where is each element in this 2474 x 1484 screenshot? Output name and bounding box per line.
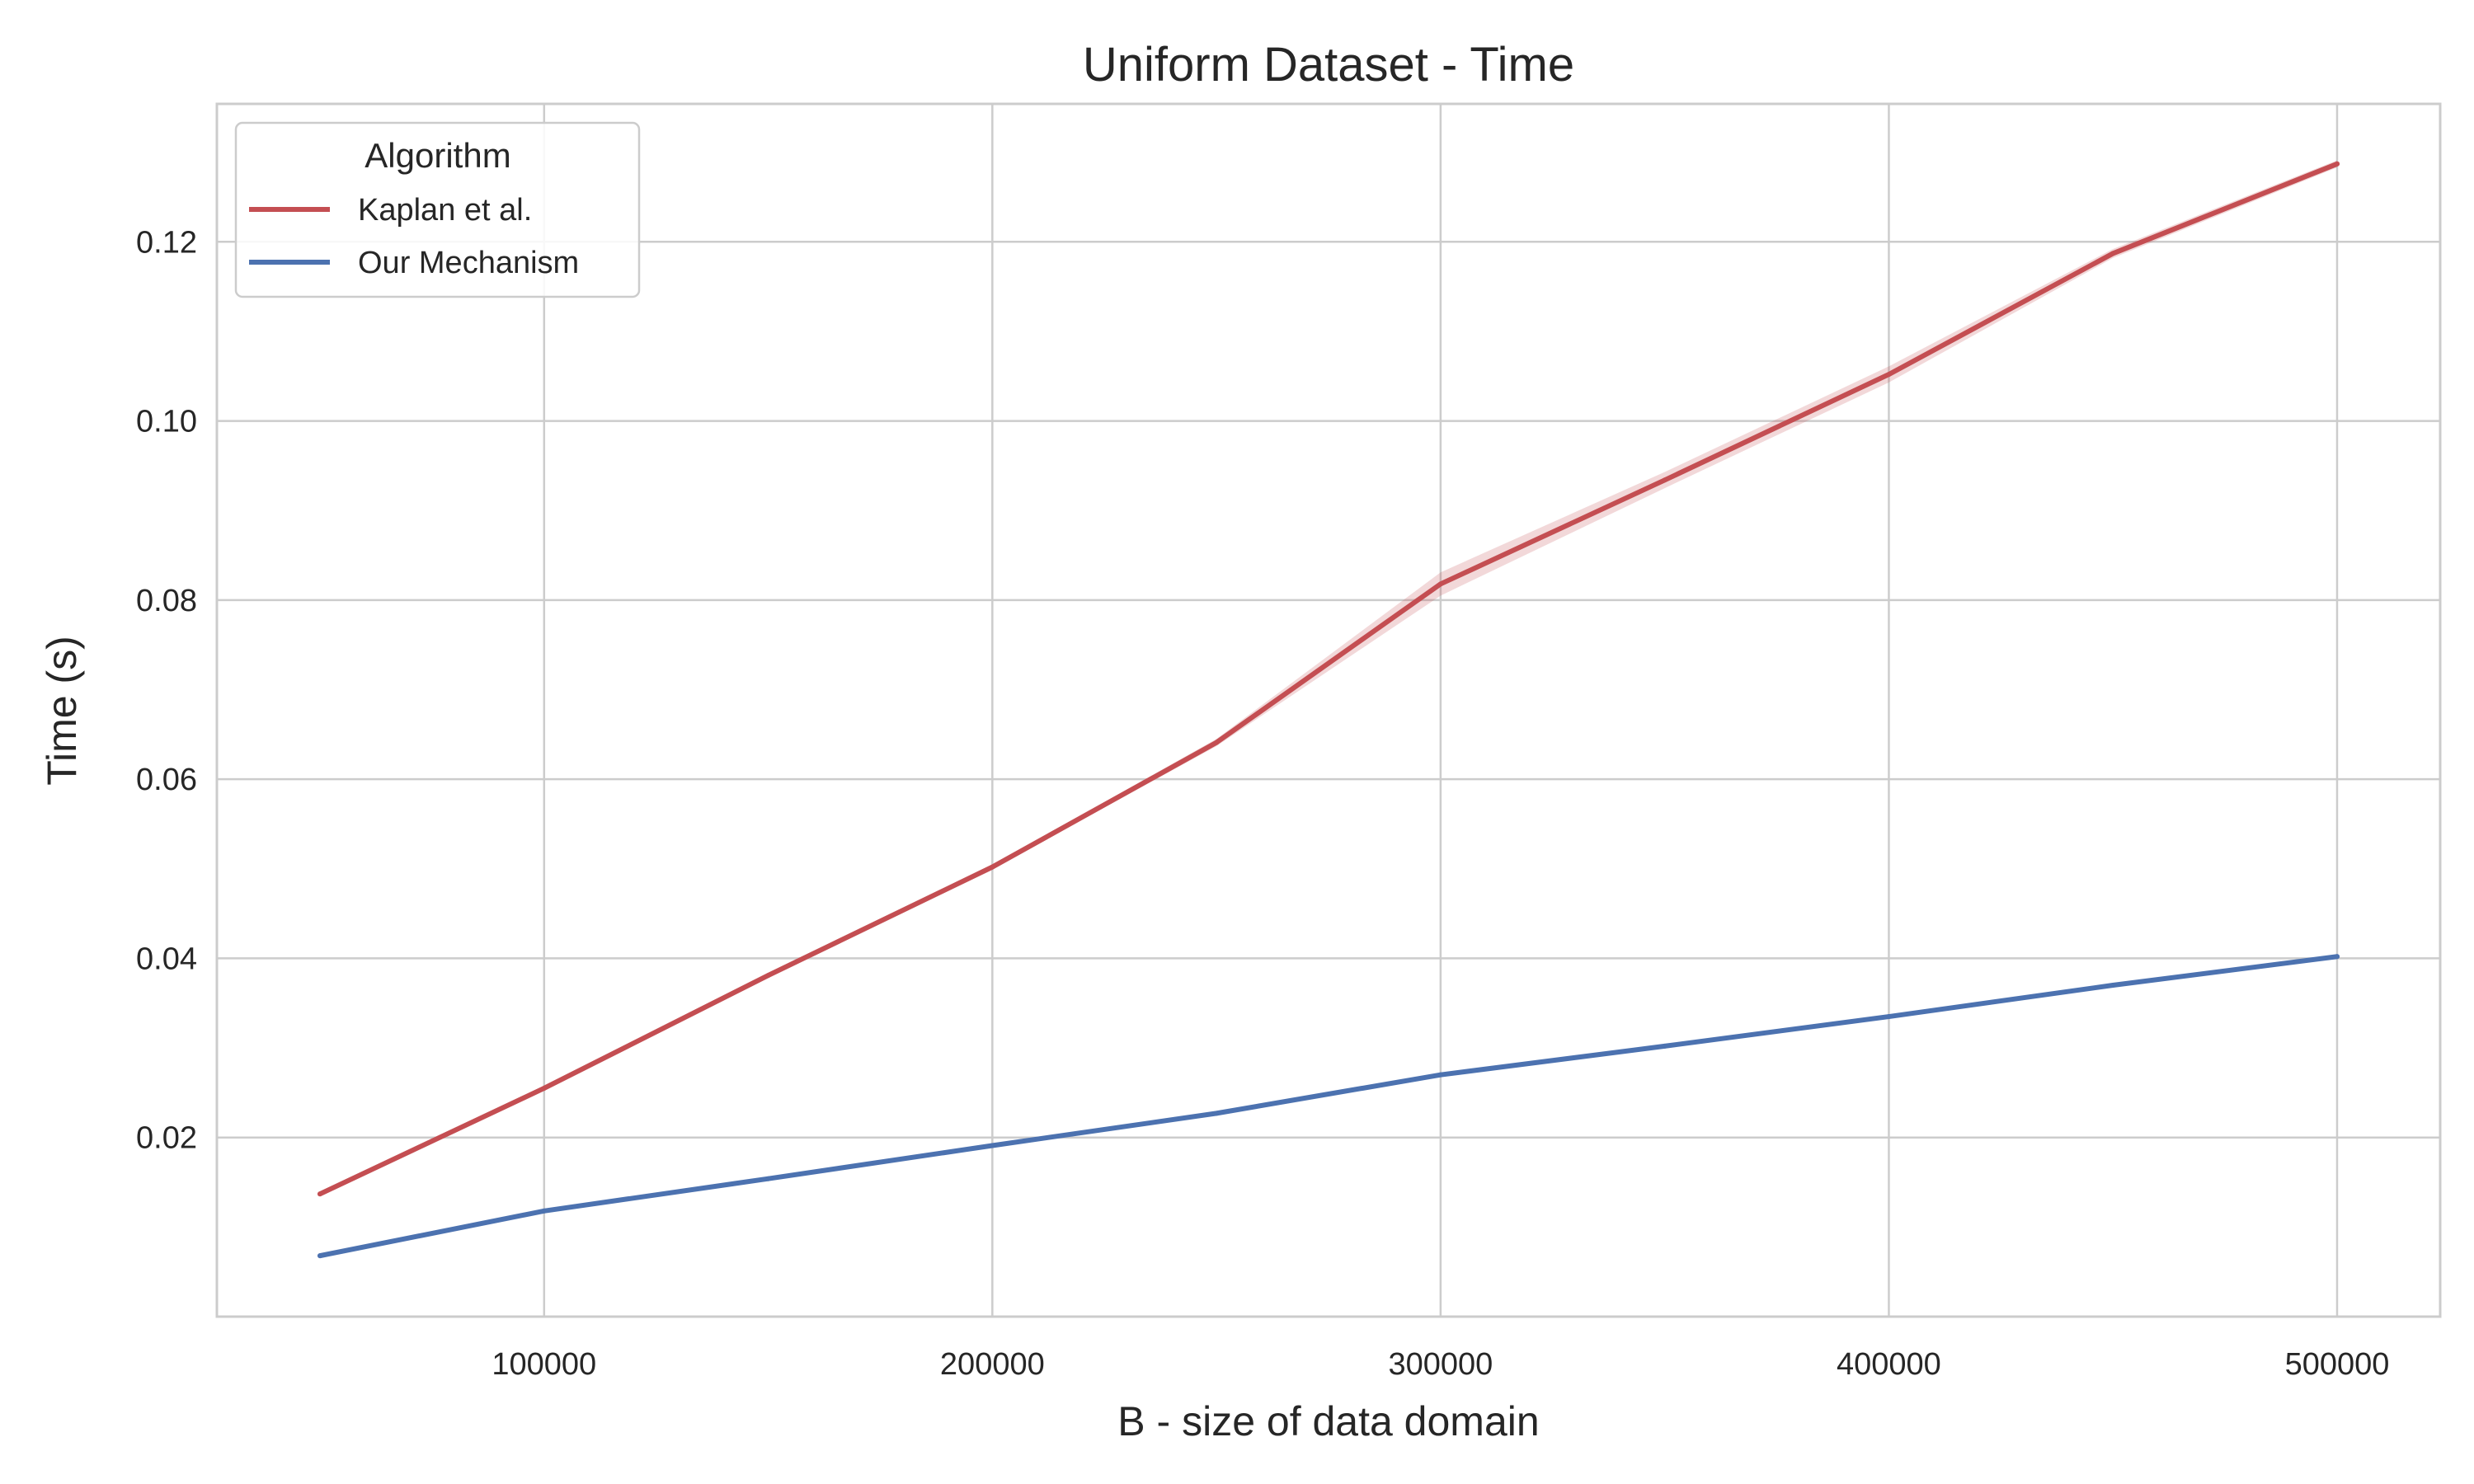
x-tick-label: 500000 [2285,1347,2390,1382]
series-line-our-mechanism [317,954,2340,1259]
legend-label-kaplan: Kaplan et al. [358,193,532,228]
data-point-our-mechanism [541,1208,547,1214]
data-point-our-mechanism [990,1143,995,1148]
x-tick-label: 200000 [940,1347,1045,1382]
data-point-our-mechanism [765,1176,771,1181]
y-tick-label: 0.04 [136,942,197,976]
legend: Algorithm Kaplan et al. Our Mechanism [234,121,641,298]
data-point-kaplan-et-al [1437,581,1443,587]
data-point-kaplan-et-al [1662,477,1667,483]
data-point-kaplan-et-al [541,1085,547,1091]
data-point-kaplan-et-al [1214,740,1220,745]
grid [217,104,2440,1317]
data-point-our-mechanism [2110,983,2116,989]
data-point-kaplan-et-al [765,973,771,979]
y-tick-label: 0.02 [136,1121,197,1156]
data-point-our-mechanism [1214,1111,1220,1116]
data-point-our-mechanism [1437,1072,1443,1078]
data-point-kaplan-et-al [2334,161,2340,167]
x-axis-label: B - size of data domain [1117,1398,1539,1444]
data-point-kaplan-et-al [2110,251,2116,256]
x-tick-label: 100000 [492,1347,596,1382]
chart-title: Uniform Dataset - Time [1083,38,1574,92]
legend-title: Algorithm [365,136,510,175]
legend-box [234,121,641,298]
data-point-kaplan-et-al [317,1191,323,1197]
y-axis-label: Time (s) [39,636,85,785]
data-point-kaplan-et-al [990,864,995,870]
series-line-kaplan-et-al [317,161,2340,1197]
data-point-our-mechanism [2334,954,2340,960]
series-lines [317,161,2340,1259]
y-tick-label: 0.10 [136,405,197,439]
data-point-our-mechanism [317,1253,323,1259]
legend-label-our-mechanism: Our Mechanism [358,246,579,280]
data-point-our-mechanism [1662,1043,1667,1049]
x-tick-label: 300000 [1388,1347,1493,1382]
x-tick-label: 400000 [1837,1347,1941,1382]
data-point-our-mechanism [1886,1014,1892,1020]
y-tick-label: 0.12 [136,225,197,260]
y-tick-label: 0.06 [136,763,197,797]
y-tick-label: 0.08 [136,584,197,618]
data-point-kaplan-et-al [1886,372,1892,378]
plot-frame [215,102,2442,1318]
tick-labels: 100000 200000 300000 400000 500000 0.02 0.04 0.… [136,225,2389,1382]
